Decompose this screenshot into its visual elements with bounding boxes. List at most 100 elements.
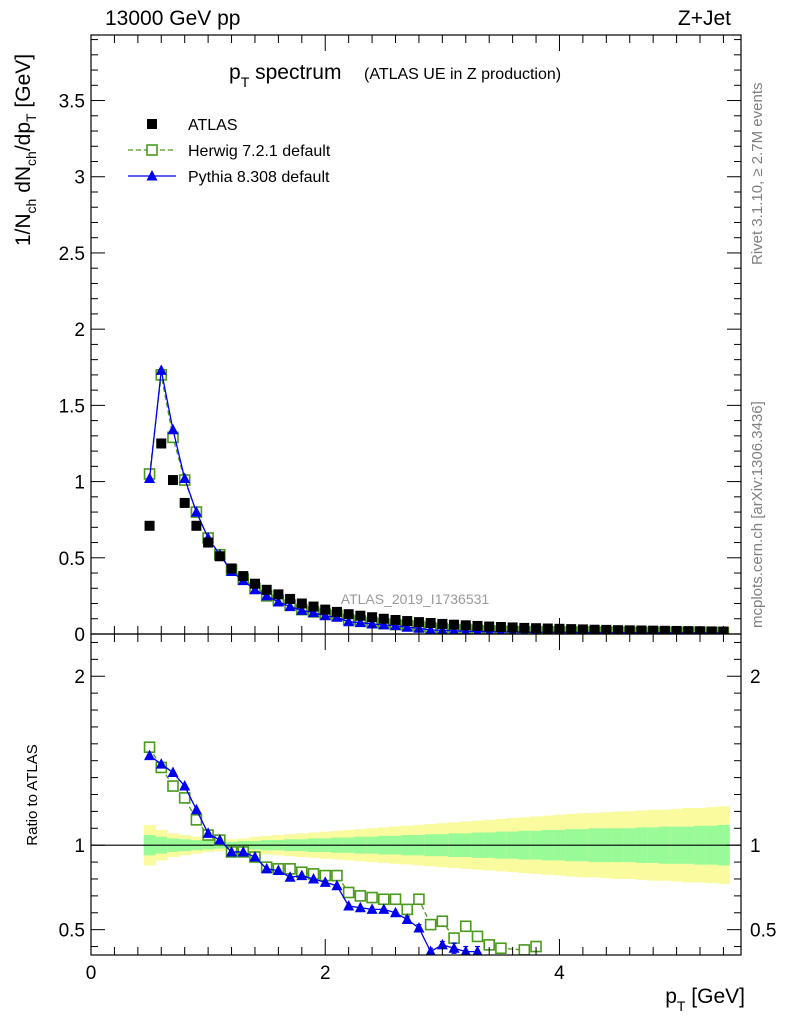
main-point-0 bbox=[542, 623, 553, 634]
header-right: Z+Jet bbox=[678, 7, 731, 30]
xtick-label: 2 bbox=[320, 963, 331, 984]
main-ytick-label: 0.5 bbox=[59, 549, 85, 570]
main-point-2 bbox=[167, 423, 179, 435]
ratio-point-0 bbox=[377, 893, 390, 906]
main-point-0 bbox=[308, 601, 319, 612]
ratio-ytick-label-right: 2 bbox=[750, 667, 761, 688]
main-point-2 bbox=[319, 609, 331, 621]
main-point-0 bbox=[156, 438, 167, 449]
main-point-0 bbox=[566, 624, 577, 634]
ratio-ytick-label: 2 bbox=[74, 667, 85, 688]
ratio-point-1 bbox=[413, 921, 425, 933]
ratio-bands bbox=[91, 806, 741, 885]
plot-title-paren: (ATLAS UE in Z production) bbox=[364, 66, 561, 83]
ratio-point-0 bbox=[413, 893, 425, 906]
main-point-0 bbox=[355, 610, 366, 621]
main-point-2 bbox=[155, 364, 167, 375]
ratio-point-1 bbox=[354, 901, 366, 913]
ratio-point-1 bbox=[214, 834, 226, 845]
main-point-0 bbox=[179, 497, 190, 508]
ratio-point-0 bbox=[471, 930, 484, 943]
ratio-point-1 bbox=[308, 872, 320, 884]
ratio-point-1 bbox=[237, 845, 249, 857]
legend-marker-2 bbox=[146, 170, 158, 181]
main-point-0 bbox=[472, 620, 483, 631]
legend-marker-1 bbox=[146, 144, 158, 156]
main-point-2 bbox=[425, 624, 436, 634]
main-point-2 bbox=[401, 621, 413, 632]
ratio-point-0 bbox=[167, 780, 179, 792]
main-point-0 bbox=[331, 606, 342, 617]
xlabel-sub: T bbox=[677, 998, 686, 1014]
main-point-2 bbox=[261, 589, 273, 601]
ratio-point-1 bbox=[284, 871, 296, 882]
ratio-point-1 bbox=[425, 945, 436, 955]
main-point-2 bbox=[249, 583, 261, 595]
rivet-label: Rivet 3.1.10, ≥ 2.7M events bbox=[749, 83, 766, 266]
main-point-0 bbox=[226, 563, 237, 574]
ratio-point-0 bbox=[448, 932, 460, 944]
ratio-ytick-label-right: 0.5 bbox=[750, 921, 776, 942]
main-ytick-label: 2 bbox=[74, 320, 85, 341]
ratio-point-0 bbox=[178, 792, 191, 804]
main-point-2 bbox=[296, 604, 308, 615]
ratio-series-1 bbox=[144, 749, 483, 955]
ratio-point-0 bbox=[389, 893, 402, 906]
ratio-point-1 bbox=[226, 845, 238, 857]
legend-marker-0 bbox=[147, 119, 157, 129]
main-point-0 bbox=[238, 571, 249, 582]
ratio-ytick-label-right: 1 bbox=[750, 836, 761, 857]
plot-title: pT spectrum bbox=[229, 61, 341, 90]
ratio-point-1 bbox=[144, 749, 156, 761]
plot-title-sub: T bbox=[241, 74, 250, 90]
legend-label-2: Pythia 8.308 default bbox=[188, 169, 330, 186]
ylabel-part-5: T bbox=[23, 113, 39, 122]
main-point-0 bbox=[413, 617, 424, 628]
ratio-point-1 bbox=[366, 903, 378, 914]
ratio-ytick-label: 0.5 bbox=[59, 921, 85, 942]
main-point-0 bbox=[273, 589, 284, 600]
xtick-label: 0 bbox=[86, 963, 97, 984]
ratio-point-1 bbox=[319, 876, 331, 887]
ratio-point-1 bbox=[261, 862, 273, 874]
ratio-point-0 bbox=[401, 903, 414, 916]
ratio-series-layer bbox=[143, 741, 542, 955]
main-point-0 bbox=[203, 537, 214, 548]
main-ytick-label: 1 bbox=[74, 473, 85, 494]
main-ytick-label: 1.5 bbox=[59, 396, 85, 417]
plot-title-rest: spectrum bbox=[249, 61, 341, 84]
main-point-2 bbox=[366, 617, 378, 629]
main-point-0 bbox=[390, 614, 401, 625]
main-point-0 bbox=[261, 584, 272, 595]
legend-label-0: ATLAS bbox=[188, 117, 238, 134]
main-point-2 bbox=[308, 606, 320, 618]
main-point-0 bbox=[214, 551, 225, 562]
main-point-0 bbox=[613, 625, 624, 634]
ratio-point-1 bbox=[436, 938, 448, 950]
ratio-point-1 bbox=[155, 758, 167, 769]
main-point-0 bbox=[296, 598, 307, 609]
ylabel-part-3: ch bbox=[23, 151, 39, 166]
ylabel-part-0: 1/N bbox=[12, 213, 35, 246]
analysis-watermark: ATLAS_2019_I1736531 bbox=[341, 591, 490, 607]
main-point-2 bbox=[144, 472, 156, 484]
main-point-0 bbox=[437, 618, 448, 629]
ratio-point-1 bbox=[343, 900, 355, 911]
xlabel: pT [GeV] bbox=[665, 985, 745, 1014]
ratio-point-1 bbox=[190, 803, 202, 815]
main-point-0 bbox=[495, 621, 506, 632]
legend: ATLAS Herwig 7.2.1 default Pythia 8.308 de… bbox=[128, 117, 331, 186]
main-point-2 bbox=[272, 595, 284, 607]
main-point-0 bbox=[249, 578, 260, 589]
ratio-ytick-label: 1 bbox=[74, 836, 85, 857]
main-point-0 bbox=[683, 626, 694, 634]
main-point-0 bbox=[144, 520, 155, 531]
ratio-point-1 bbox=[272, 864, 284, 876]
main-ytick-label: 2.5 bbox=[59, 244, 85, 265]
ylabel-part-2: dN bbox=[12, 166, 35, 199]
main-point-0 bbox=[402, 616, 413, 627]
main-point-0 bbox=[425, 618, 436, 629]
main-point-0 bbox=[449, 619, 460, 630]
ratio-point-0 bbox=[459, 920, 472, 933]
ratio-point-0 bbox=[354, 890, 367, 902]
